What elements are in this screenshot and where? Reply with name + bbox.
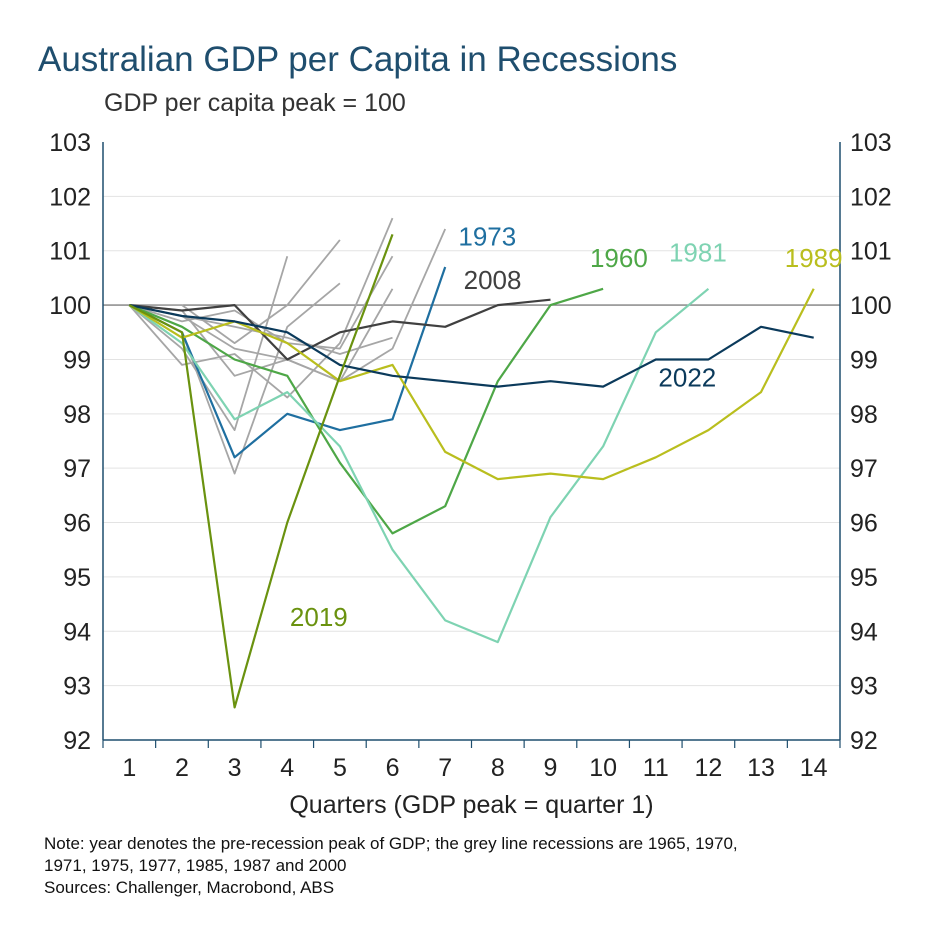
- y-tick-label-left: 98: [63, 401, 91, 429]
- y-tick-label-right: 101: [850, 238, 892, 266]
- y-tick-label-left: 93: [63, 673, 91, 701]
- series-label-2019: 2019: [290, 602, 348, 632]
- y-tick-label-left: 99: [63, 346, 91, 374]
- series-line-grey-recession: [128, 217, 394, 399]
- series-line-1973: [128, 266, 447, 459]
- chart-subtitle: GDP per capita peak = 100: [104, 89, 406, 117]
- x-tick-label: 5: [333, 754, 347, 782]
- x-axis-title: Quarters (GDP peak = quarter 1): [289, 791, 653, 819]
- y-tick-label-right: 93: [850, 673, 878, 701]
- x-tick-label: 6: [386, 754, 400, 782]
- x-tick-label: 9: [544, 754, 558, 782]
- note-line-1: Note: year denotes the pre-recession pea…: [44, 834, 738, 853]
- x-tick-label: 8: [491, 754, 505, 782]
- series-labels: 1973 2008 1960 1981 1989 2022 2019: [290, 221, 843, 632]
- series-label-1981: 1981: [669, 238, 727, 268]
- y-tick-label-right: 92: [850, 727, 878, 755]
- x-tick-label: 12: [694, 754, 722, 782]
- y-tick-label-left: 92: [63, 727, 91, 755]
- series-line-grey-recession: [129, 239, 341, 345]
- y-tick-label-right: 94: [850, 618, 878, 646]
- y-tick-label-left: 96: [63, 510, 91, 538]
- y-tick-label-left: 95: [63, 564, 91, 592]
- y-tick-label-right: 100: [850, 292, 892, 320]
- y-tick-label-right: 99: [850, 346, 878, 374]
- series-line-2019: [128, 234, 394, 709]
- series-label-1989: 1989: [785, 243, 843, 273]
- y-tick-label-left: 97: [63, 455, 91, 483]
- y-tick-label-left: 94: [63, 618, 91, 646]
- series-line-2022: [129, 304, 814, 388]
- series-line-1989: [128, 288, 815, 481]
- note-line-2: 1971, 1975, 1977, 1985, 1987 and 2000: [44, 856, 347, 875]
- y-tick-label-left: 103: [49, 129, 91, 157]
- y-tick-label-left: 102: [49, 183, 91, 211]
- x-tick-label: 11: [643, 754, 669, 782]
- chart-title: Australian GDP per Capita in Recessions: [38, 40, 678, 79]
- series-lines: [128, 217, 815, 709]
- x-tick-label: 1: [122, 754, 136, 782]
- series-line-grey-recession: [128, 255, 289, 432]
- y-tick-label-right: 103: [850, 129, 892, 157]
- series-line-2008: [129, 298, 551, 361]
- y-tick-label-right: 98: [850, 401, 878, 429]
- y-tick-label-right: 102: [850, 183, 892, 211]
- source-line: Sources: Challenger, Macrobond, ABS: [44, 878, 335, 897]
- y-tick-label-left: 100: [49, 292, 91, 320]
- x-tick-label: 14: [800, 754, 828, 782]
- series-label-1973: 1973: [458, 221, 516, 251]
- x-tick-label: 7: [438, 754, 452, 782]
- y-tick-label-right: 96: [850, 510, 878, 538]
- y-tick-label-right: 95: [850, 564, 878, 592]
- series-label-2022: 2022: [658, 363, 716, 393]
- series-label-1960: 1960: [590, 243, 648, 273]
- y-tick-label-right: 97: [850, 455, 878, 483]
- x-tick-label: 2: [175, 754, 189, 782]
- y-tick-label-left: 101: [49, 238, 91, 266]
- series-label-2008: 2008: [464, 265, 522, 295]
- x-tick-label: 13: [747, 754, 775, 782]
- x-tick-label: 4: [280, 754, 294, 782]
- series-line-1981: [128, 287, 710, 644]
- x-tick-label: 10: [589, 754, 617, 782]
- chart-notes: Note: year denotes the pre-recession pea…: [44, 833, 924, 899]
- x-tick-label: 3: [228, 754, 242, 782]
